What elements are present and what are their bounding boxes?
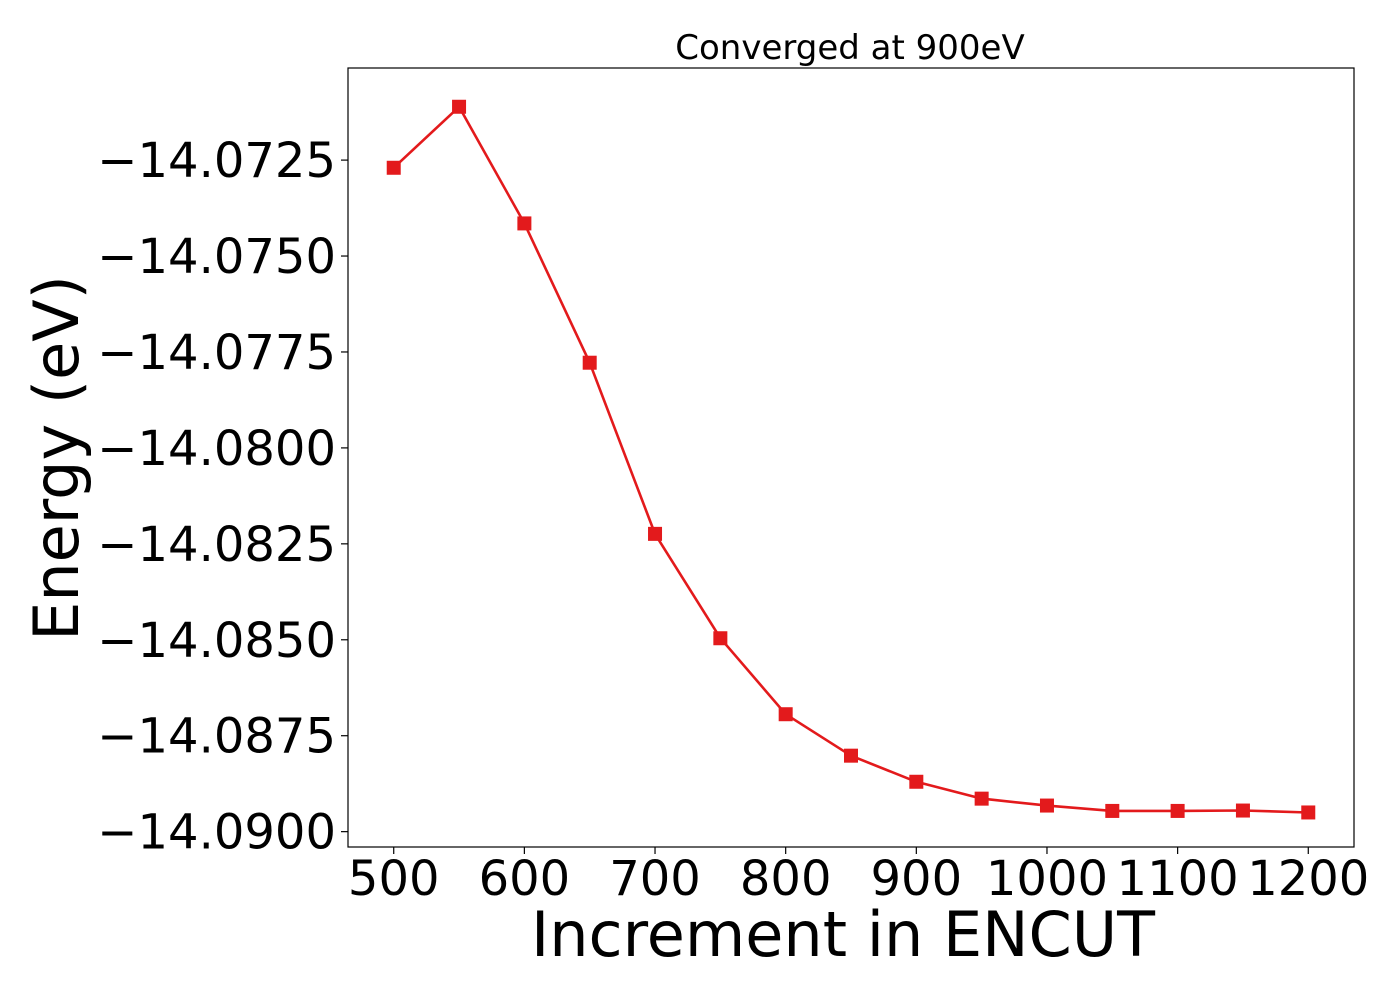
data-point — [582, 355, 597, 370]
plot-frame — [347, 67, 1355, 848]
x-axis: 500 600 700 800 900 1000 1100 1200 — [348, 847, 1369, 907]
data-point — [1105, 803, 1120, 818]
y-tick-label: −14.0725 — [97, 133, 336, 189]
series-line — [392, 105, 1309, 814]
x-tick-label: 900 — [871, 851, 963, 907]
x-tick-label: 800 — [740, 851, 832, 907]
x-tick-label: 1100 — [1117, 851, 1239, 907]
data-point — [1039, 798, 1054, 813]
data-point — [648, 526, 663, 541]
data-point — [909, 774, 924, 789]
x-tick-label: 700 — [609, 851, 701, 907]
y-tick-label: −14.0850 — [97, 613, 336, 669]
data-point — [1301, 805, 1316, 820]
data-point — [713, 631, 728, 646]
y-tick-label: −14.0775 — [97, 325, 336, 381]
x-tick-label: 1200 — [1247, 851, 1369, 907]
data-point — [778, 707, 793, 722]
x-tick-label: 600 — [479, 851, 571, 907]
data-point — [452, 99, 467, 114]
y-tick-label: −14.0875 — [97, 709, 336, 765]
data-point — [1170, 803, 1185, 818]
x-axis-label: Increment in ENCUT — [531, 898, 1156, 971]
x-tick-label: 1000 — [986, 851, 1108, 907]
data-point — [386, 160, 401, 175]
data-point — [1235, 803, 1250, 818]
data-point — [517, 216, 532, 231]
x-tick-label: 500 — [348, 851, 440, 907]
y-tick-label: −14.0750 — [97, 229, 336, 285]
y-tick-label: −14.0900 — [97, 805, 336, 861]
y-axis: −14.0725 −14.0750 −14.0775 −14.0800 −14.0825… — [97, 133, 348, 861]
y-tick-label: −14.0825 — [97, 517, 336, 573]
chart-title: Converged at 900eV — [675, 28, 1024, 68]
data-point — [844, 748, 858, 763]
y-tick-label: −14.0800 — [97, 421, 336, 477]
data-point — [974, 791, 989, 806]
series-layer — [386, 99, 1316, 820]
y-axis-label: Energy (eV) — [20, 275, 93, 641]
